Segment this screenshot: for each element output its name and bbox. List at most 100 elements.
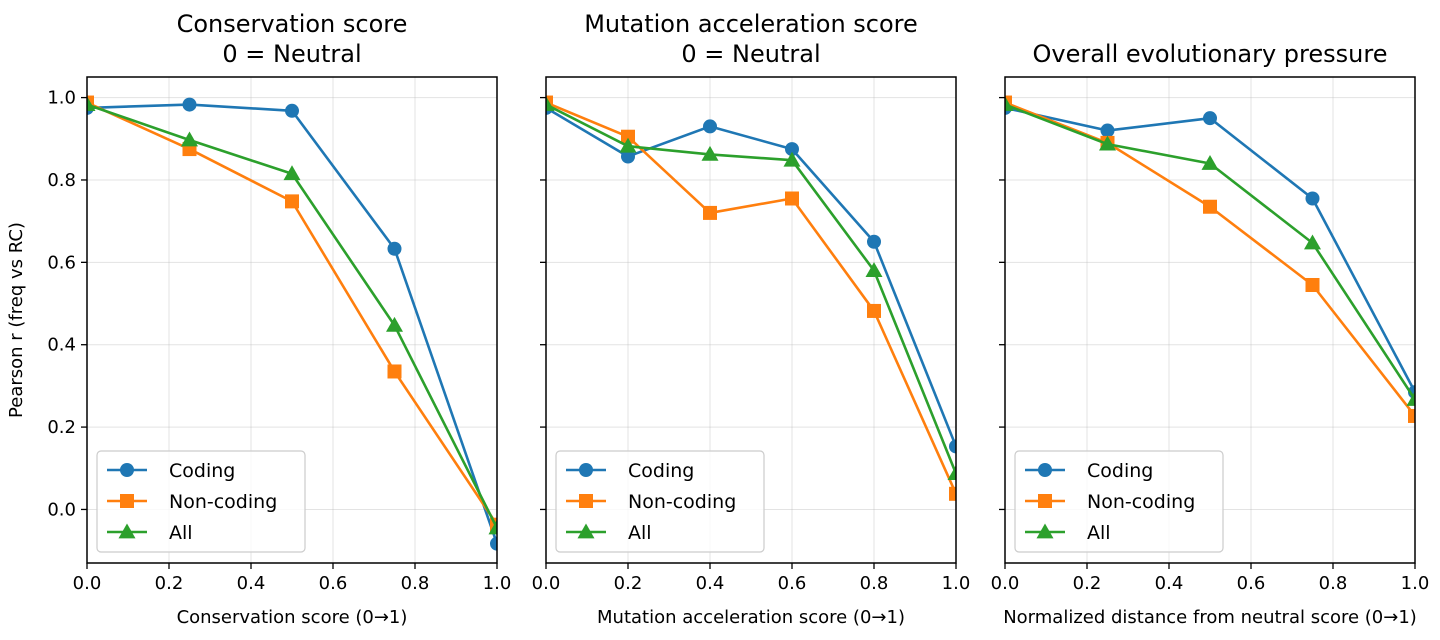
data-point-non-coding xyxy=(490,517,497,532)
chart-title: Conservation score xyxy=(177,10,408,38)
data-point-all xyxy=(1005,96,1014,111)
data-point-all xyxy=(783,151,801,167)
data-point-all xyxy=(1201,154,1219,170)
axes-frame xyxy=(545,76,957,564)
x-tick-label: 0.4 xyxy=(696,573,725,594)
x-tick-label: 0.4 xyxy=(1155,573,1184,594)
series-line-non-coding xyxy=(1005,101,1415,417)
data-point-coding xyxy=(785,142,799,157)
x-tick-label: 0.2 xyxy=(155,573,184,594)
data-point-all xyxy=(546,96,555,111)
data-point-all xyxy=(1406,390,1415,406)
data-point-all xyxy=(488,519,497,535)
chart-title: Overall evolutionary pressure xyxy=(1033,40,1388,68)
data-point-non-coding xyxy=(867,303,881,318)
data-point-all xyxy=(701,145,719,161)
legend-label: All xyxy=(1087,522,1111,544)
series-line-all xyxy=(546,103,956,475)
legend-label: Non-coding xyxy=(628,491,736,513)
x-tick-label: 0.6 xyxy=(319,573,348,594)
legend: Coding Non-coding All xyxy=(555,450,765,553)
data-point-all xyxy=(1099,135,1116,151)
legend-marker xyxy=(1038,463,1052,477)
data-point-coding xyxy=(1203,111,1217,126)
x-tick-label: 0.0 xyxy=(991,573,1020,594)
data-point-coding xyxy=(1100,123,1115,138)
data-point-all xyxy=(87,96,96,111)
data-point-coding xyxy=(182,97,197,112)
x-tick-label: 0.0 xyxy=(73,573,102,594)
data-point-coding xyxy=(621,149,635,164)
x-tick-label: 0.8 xyxy=(1319,573,1348,594)
data-point-coding xyxy=(867,234,881,249)
y-tick-label: 1.0 xyxy=(47,88,76,109)
legend-label: Non-coding xyxy=(1087,491,1195,513)
data-point-coding xyxy=(490,536,497,551)
legend-box xyxy=(96,450,306,553)
legend-label: Coding xyxy=(1087,460,1153,482)
data-point-non-coding xyxy=(1203,199,1217,214)
legend-marker xyxy=(1036,523,1054,539)
y-tick-label: 0.6 xyxy=(47,252,76,273)
data-point-all xyxy=(181,131,198,147)
legend-label: All xyxy=(628,522,652,544)
data-point-coding xyxy=(285,103,299,118)
data-point-all xyxy=(619,137,637,153)
series-line-coding xyxy=(1005,106,1415,393)
data-point-coding xyxy=(703,119,717,134)
plot-area xyxy=(1005,95,1415,423)
y-tick-label: 0.0 xyxy=(47,499,76,520)
legend-box xyxy=(1014,450,1224,553)
data-point-all xyxy=(947,465,956,481)
legend-label: All xyxy=(169,522,193,544)
chart-title: 0 = Neutral xyxy=(222,40,361,68)
x-tick-label: 0.6 xyxy=(778,573,807,594)
data-point-non-coding xyxy=(1305,277,1320,292)
legend-marker xyxy=(120,463,134,477)
axes-frame xyxy=(86,76,498,564)
x-tick-label: 0.2 xyxy=(1073,573,1102,594)
x-tick-label: 0.8 xyxy=(860,573,889,594)
x-tick-label: 0.6 xyxy=(1237,573,1266,594)
data-point-non-coding xyxy=(1408,408,1415,423)
x-axis-label: Normalized distance from neutral score (… xyxy=(1003,607,1417,628)
x-tick-label: 0.8 xyxy=(401,573,430,594)
data-point-all xyxy=(865,262,883,277)
x-tick-label: 1.0 xyxy=(483,573,512,594)
x-tick-label: 1.0 xyxy=(1401,573,1430,594)
series-line-coding xyxy=(546,106,956,447)
legend-label: Non-coding xyxy=(169,491,277,513)
x-axis-label: Conservation score (0→1) xyxy=(177,607,408,628)
x-tick-label: 1.0 xyxy=(942,573,971,594)
plot-area xyxy=(546,95,956,501)
data-point-coding xyxy=(387,241,402,256)
data-point-non-coding xyxy=(285,194,299,209)
data-point-non-coding xyxy=(621,129,635,144)
y-tick-label: 0.4 xyxy=(47,335,76,356)
legend-marker xyxy=(579,463,593,477)
axes-frame xyxy=(1004,76,1416,564)
data-point-all xyxy=(1304,234,1321,250)
chart-title: 0 = Neutral xyxy=(681,40,820,68)
legend-marker xyxy=(577,523,595,539)
series-line-non-coding xyxy=(546,101,956,495)
plot-area xyxy=(87,95,497,551)
data-point-all xyxy=(283,165,301,181)
chart-panel-3: 0.0 0.2 0.4 0.6 0.8 1.0 Overall evolutionary p… xyxy=(991,40,1430,628)
data-point-coding xyxy=(949,439,956,454)
chart-panel-2: 0.0 0.2 0.4 0.6 0.8 1.0 Mutation acceleration … xyxy=(532,10,971,628)
x-tick-label: 0.2 xyxy=(614,573,643,594)
data-point-non-coding xyxy=(703,205,717,220)
data-point-coding xyxy=(1305,191,1320,206)
x-tick-label: 0.4 xyxy=(237,573,266,594)
chart-title: Mutation acceleration score xyxy=(584,10,918,38)
data-point-non-coding xyxy=(785,191,799,206)
chart-panel-1: 0.0 0.2 0.4 0.6 0.8 1.0 0.0 0.2 0.4 0.6 0.8 1.0 Cons… xyxy=(6,10,511,628)
legend: Coding Non-coding All xyxy=(96,450,306,553)
legend-marker xyxy=(120,494,134,508)
series-line-all xyxy=(1005,103,1415,401)
legend-label: Coding xyxy=(169,460,235,482)
y-axis-label: Pearson r (freq vs RC) xyxy=(6,222,27,418)
legend-marker xyxy=(118,523,136,539)
data-point-non-coding xyxy=(949,486,956,501)
